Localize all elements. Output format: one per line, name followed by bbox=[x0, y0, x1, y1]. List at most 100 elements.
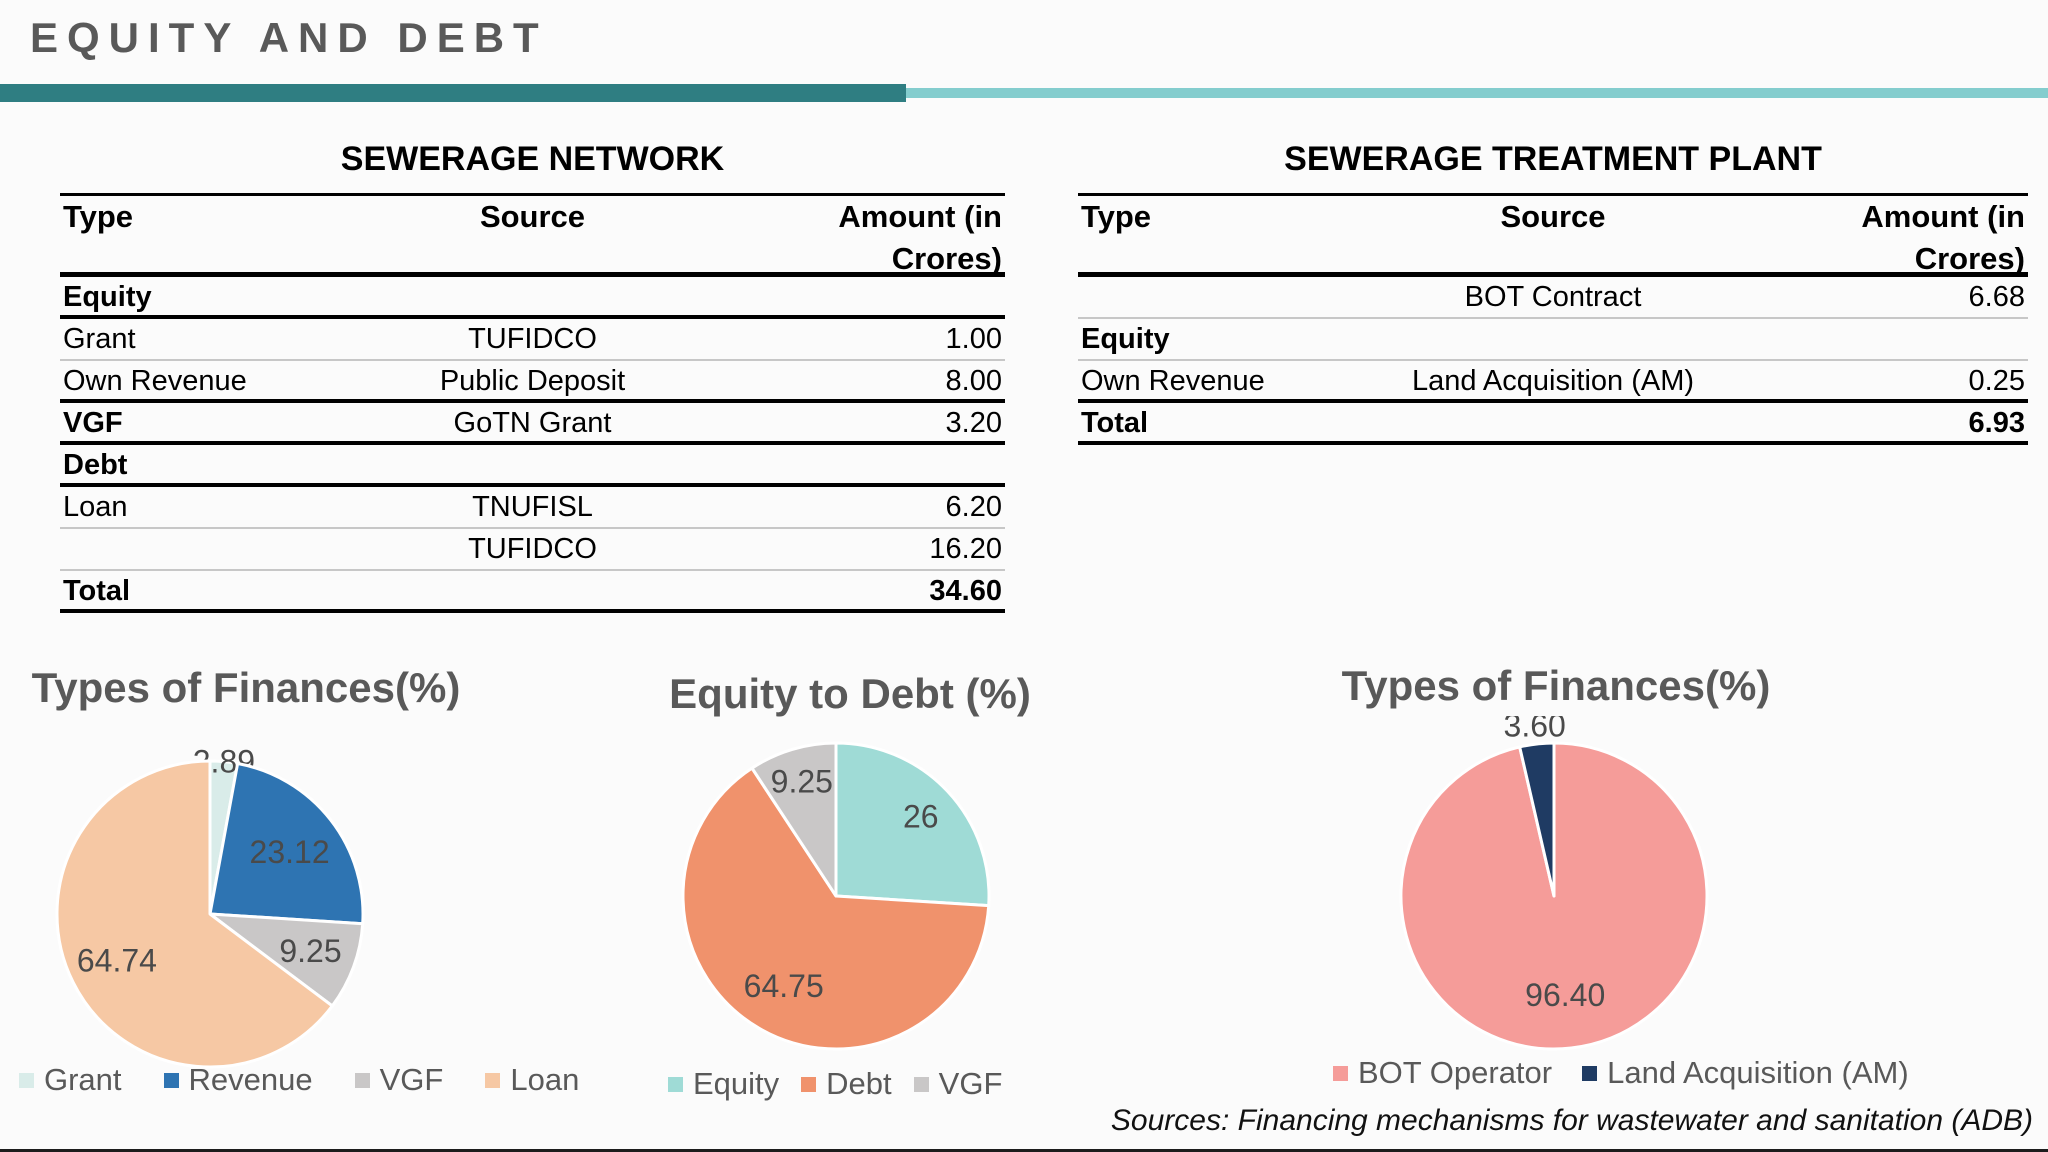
column-header-type: Type bbox=[63, 199, 134, 234]
table-cell-type: Equity bbox=[63, 281, 152, 313]
source-note: Sources: Financing mechanisms for wastew… bbox=[1110, 1104, 2033, 1137]
legend-marker-icon bbox=[354, 1072, 370, 1088]
table-cell-source bbox=[1363, 403, 1743, 443]
legend-item-equity: Equity bbox=[668, 1066, 779, 1102]
legend-label: BOT Operator bbox=[1358, 1055, 1553, 1090]
table-row: Equity bbox=[60, 277, 1005, 319]
table-cell-source bbox=[1363, 319, 1743, 359]
pie-slice-revenue bbox=[208, 762, 365, 926]
pie-slice-vgf bbox=[208, 912, 365, 1008]
table-cell-source: TUFIDCO bbox=[468, 323, 597, 355]
table-row: Loan TNUFISL 6.20 bbox=[60, 487, 1005, 529]
pie-data-label: 64.74 bbox=[77, 943, 157, 979]
table-cell-type: VGF bbox=[63, 407, 123, 439]
table-row: Total 34.60 bbox=[60, 571, 1005, 613]
legend-item-vgf: VGF bbox=[354, 1062, 444, 1098]
pie-slice-debt bbox=[681, 766, 991, 1051]
legend-item-debt: Debt bbox=[801, 1066, 892, 1102]
pie-data-label: 23.12 bbox=[250, 834, 330, 870]
table-body: Equity Grant TUFIDCO 1.00 Own Revenue Public … bbox=[60, 277, 1005, 613]
pie-slice-land-acquisition-am- bbox=[1518, 741, 1556, 898]
table-title: SEWERAGE NETWORK bbox=[340, 140, 725, 178]
table-cell-amount: 1.00 bbox=[945, 323, 1002, 355]
table-header-row: Type Source Amount (in Crores) bbox=[60, 193, 1005, 277]
table-cell-type: Own Revenue bbox=[63, 365, 247, 397]
table-cell-amount: 16.20 bbox=[929, 533, 1002, 565]
legend-label: Debt bbox=[826, 1066, 892, 1101]
table-cell-source: TUFIDCO bbox=[468, 533, 597, 565]
pie-data-label: 96.40 bbox=[1525, 977, 1605, 1013]
table-sewerage-network: SEWERAGE NETWORK Type Source Amount (in … bbox=[60, 130, 1005, 613]
table-cell-amount: 34.60 bbox=[929, 575, 1002, 607]
legend-marker-icon bbox=[19, 1072, 34, 1088]
accent-bar-dark bbox=[0, 84, 906, 102]
table-cell-source bbox=[344, 445, 722, 485]
legend-label: Land Acquisition (AM) bbox=[1607, 1055, 1909, 1090]
pie-chart-types-of-finances-plant: 96.40 3.60 bbox=[1399, 716, 1709, 1051]
table-cell-type: Own Revenue bbox=[1081, 365, 1265, 397]
table-cell-type: Grant bbox=[63, 323, 136, 355]
legend-item-loan: Loan bbox=[485, 1062, 579, 1098]
page-title: EQUITY AND DEBT bbox=[30, 14, 548, 61]
table-cell-source: Land Acquisition (AM) bbox=[1411, 365, 1695, 397]
table-cell-amount bbox=[722, 445, 1006, 485]
legend-item-land-acquisition-am-: Land Acquisition (AM) bbox=[1582, 1055, 1909, 1091]
pie-chart-equity-to-debt: 26 64.75 9.25 bbox=[681, 741, 991, 1051]
table-header-row: Type Source Amount (in Crores) bbox=[1078, 193, 2028, 277]
column-header-source: Source bbox=[479, 199, 586, 234]
table-cell-amount: 6.93 bbox=[1968, 407, 2025, 439]
accent-bar-light bbox=[906, 88, 2048, 98]
table-sewerage-treatment-plant: SEWERAGE TREATMENT PLANT Type Source Amo… bbox=[1078, 130, 2028, 445]
legend-types-of-finances-network: Grant Revenue VGF Loan bbox=[19, 1062, 579, 1098]
table-cell-source: GoTN Grant bbox=[453, 407, 612, 439]
table-row: Total 6.93 bbox=[1078, 403, 2028, 445]
pie-slice-vgf bbox=[750, 741, 838, 898]
table-cell-type: Total bbox=[1081, 407, 1149, 439]
column-header-amount: Amount (in Crores) bbox=[1861, 199, 2025, 276]
legend-types-of-finances-plant: BOT Operator Land Acquisition (AM) bbox=[1333, 1055, 1909, 1091]
table-body: BOT Contract 6.68 Equity Own Revenue Land Ac… bbox=[1078, 277, 2028, 445]
table-cell-source: BOT Contract bbox=[1464, 281, 1642, 313]
chart-title-equity-to-debt: Equity to Debt (%) bbox=[669, 670, 1031, 717]
legend-item-grant: Grant bbox=[19, 1062, 122, 1098]
table-cell-amount bbox=[722, 277, 1006, 317]
table-title: SEWERAGE TREATMENT PLANT bbox=[1284, 140, 1822, 178]
pie-data-label: 26 bbox=[903, 798, 939, 834]
legend-label: Revenue bbox=[188, 1062, 313, 1097]
pie-data-label: 9.25 bbox=[771, 764, 833, 800]
table-row: Own Revenue Public Deposit 8.00 bbox=[60, 361, 1005, 403]
table-cell-type bbox=[60, 529, 344, 569]
legend-marker-icon bbox=[801, 1076, 817, 1092]
legend-label: Grant bbox=[44, 1062, 122, 1097]
table-cell-source: TNUFISL bbox=[472, 491, 593, 523]
legend-label: Loan bbox=[510, 1062, 580, 1097]
table-cell-type: Debt bbox=[63, 449, 128, 481]
chart-title-types-of-finances-plant: Types of Finances(%) bbox=[1341, 662, 1771, 709]
legend-item-bot-operator: BOT Operator bbox=[1333, 1055, 1552, 1091]
table-cell-source bbox=[344, 571, 722, 611]
table-cell-type: Loan bbox=[63, 491, 128, 523]
pie-data-label: 3.60 bbox=[1504, 716, 1566, 744]
pie-data-label: 9.25 bbox=[279, 933, 341, 969]
legend-label: Equity bbox=[693, 1066, 780, 1101]
legend-item-revenue: Revenue bbox=[163, 1062, 313, 1098]
table-row: VGF GoTN Grant 3.20 bbox=[60, 403, 1005, 445]
table-row: BOT Contract 6.68 bbox=[1078, 277, 2028, 319]
pie-slice-equity bbox=[834, 741, 991, 908]
column-header-source: Source bbox=[1500, 199, 1606, 234]
legend-label: VGF bbox=[379, 1062, 444, 1097]
table-row: Grant TUFIDCO 1.00 bbox=[60, 319, 1005, 361]
table-cell-type bbox=[1078, 277, 1363, 317]
table-row: Debt bbox=[60, 445, 1005, 487]
legend-item-vgf: VGF bbox=[913, 1066, 1003, 1102]
legend-label: VGF bbox=[938, 1066, 1003, 1101]
legend-marker-icon bbox=[1582, 1065, 1598, 1081]
table-row: Own Revenue Land Acquisition (AM) 0.25 bbox=[1078, 361, 2028, 403]
table-cell-amount: 3.20 bbox=[945, 407, 1002, 439]
pie-data-label: 64.75 bbox=[744, 968, 824, 1004]
legend-marker-icon bbox=[1333, 1065, 1348, 1081]
legend-marker-icon bbox=[668, 1076, 683, 1092]
column-header-amount: Amount (in Crores) bbox=[838, 199, 1002, 276]
